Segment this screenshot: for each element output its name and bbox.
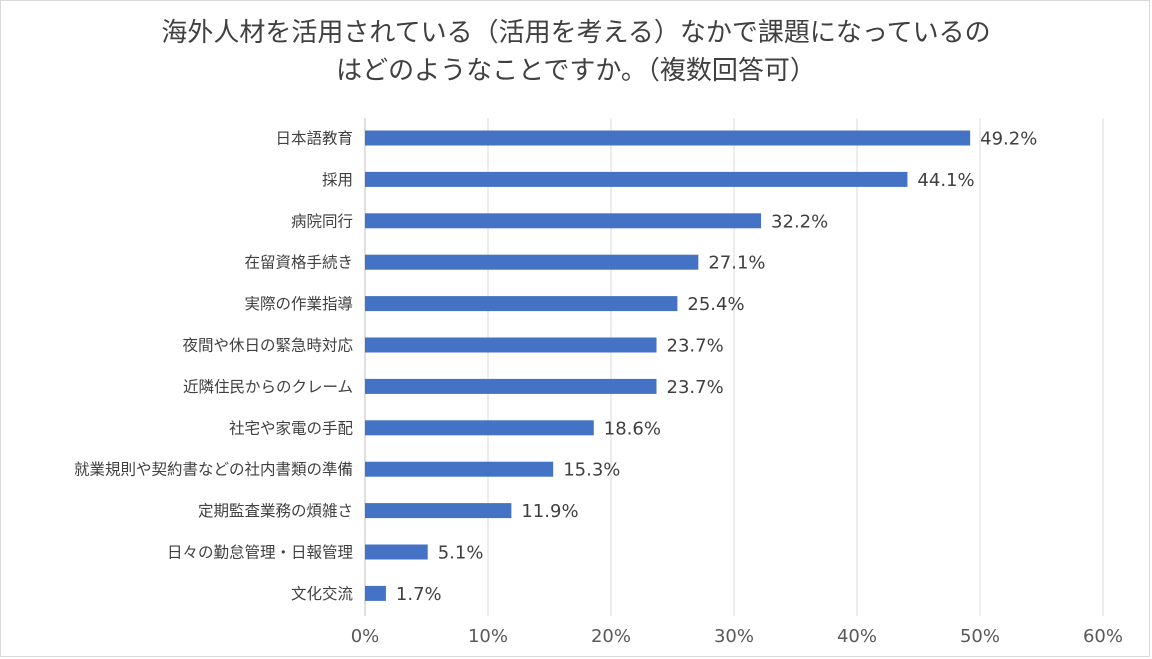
bar: [365, 420, 594, 436]
bar: [365, 254, 699, 270]
x-tick-label: 0%: [351, 626, 380, 647]
value-label: 32.2%: [771, 211, 828, 232]
value-label: 23.7%: [667, 377, 724, 398]
category-label: 採用: [322, 171, 353, 189]
bar: [365, 503, 512, 519]
x-tick-label: 20%: [591, 626, 631, 647]
category-label: 社宅や家電の手配: [229, 419, 353, 437]
category-label: 日本語教育: [275, 130, 353, 148]
bar: [365, 585, 386, 601]
value-label: 23.7%: [667, 336, 724, 357]
bar: [365, 378, 657, 394]
x-tick-label: 60%: [1083, 626, 1123, 647]
bar: [365, 213, 762, 229]
value-label: 49.2%: [980, 129, 1037, 150]
chart-title-line-1: 海外人材を活用されている（活用を考える）なかで課題になっているの: [161, 18, 991, 48]
bars: [365, 130, 971, 601]
bar: [365, 544, 428, 560]
category-label: 在留資格手続き: [244, 254, 353, 272]
bar: [365, 130, 971, 146]
category-label: 実際の作業指導: [244, 295, 353, 313]
x-tick-label: 50%: [960, 626, 1000, 647]
value-label: 11.9%: [521, 501, 578, 522]
category-label: 近隣住民からのクレーム: [183, 378, 353, 396]
chart-title-line-2: はどのようなことですか。（複数回答可）: [336, 56, 816, 86]
category-label: 就業規則や契約書などの社内書類の準備: [74, 461, 353, 479]
bar: [365, 337, 657, 353]
gridlines: [487, 118, 1104, 616]
value-label: 27.1%: [708, 253, 765, 274]
value-label: 5.1%: [438, 543, 484, 564]
bar: [365, 171, 908, 187]
category-label: 日々の勤怠管理・日報管理: [167, 544, 353, 562]
value-label: 25.4%: [687, 294, 744, 315]
x-tick-label: 10%: [468, 626, 508, 647]
category-label: 夜間や休日の緊急時対応: [182, 337, 353, 355]
x-tick-label: 30%: [714, 626, 754, 647]
category-label: 文化交流: [291, 585, 353, 603]
category-label: 定期監査業務の煩雑さ: [198, 502, 353, 520]
chart-title: 海外人材を活用されている（活用を考える）なかで課題になっているの はどのようなこ…: [0, 14, 1152, 90]
value-label: 18.6%: [604, 418, 661, 439]
value-label: 44.1%: [917, 170, 974, 191]
value-label: 15.3%: [563, 460, 620, 481]
x-tick-label: 40%: [837, 626, 877, 647]
category-label: 病院同行: [291, 211, 353, 230]
bar: [365, 296, 678, 312]
value-label: 1.7%: [396, 584, 442, 605]
labels: 0% 10% 20% 30% 40% 50% 60% 日本語教育 49.2% 採用 44.1% 病院同…: [74, 129, 1123, 648]
bar: [365, 461, 554, 477]
